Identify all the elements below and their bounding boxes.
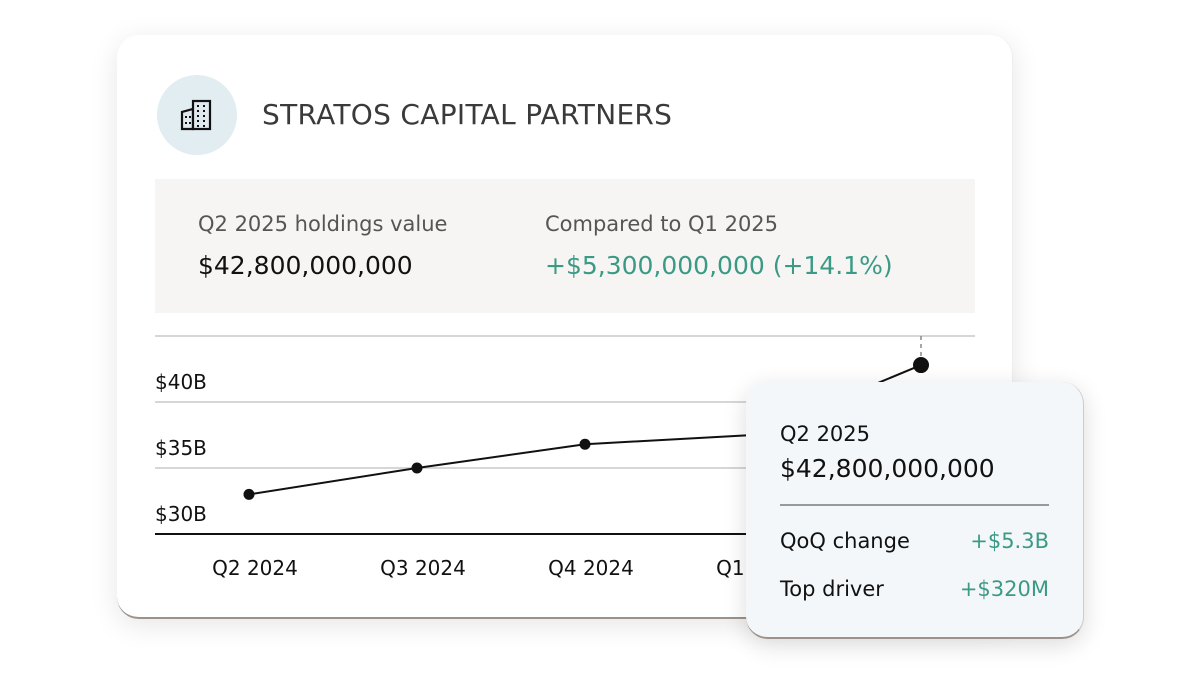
y-tick-label: $30B bbox=[155, 502, 207, 526]
tooltip-value: $42,800,000,000 bbox=[780, 454, 995, 483]
compare-label: Compared to Q1 2025 bbox=[545, 212, 779, 236]
tooltip-divider bbox=[780, 504, 1049, 506]
x-tick-label: Q3 2024 bbox=[380, 556, 466, 580]
holdings-value: $42,800,000,000 bbox=[198, 251, 413, 280]
y-tick-label: $40B bbox=[155, 370, 207, 394]
tooltip-row-value: +$320M bbox=[959, 577, 1049, 601]
holdings-label: Q2 2025 holdings value bbox=[198, 212, 448, 236]
y-tick-label: $35B bbox=[155, 436, 207, 460]
highlighted-data-point bbox=[913, 357, 929, 374]
tooltip-row-top-driver: Top driver +$320M bbox=[780, 577, 1049, 601]
data-point bbox=[579, 438, 591, 450]
x-tick-label: Q4 2024 bbox=[548, 556, 634, 580]
tooltip-row-value: +$5.3B bbox=[970, 529, 1049, 553]
data-point bbox=[411, 462, 423, 474]
tooltip-quarter: Q2 2025 bbox=[780, 422, 871, 446]
tooltip-row-label: QoQ change bbox=[780, 529, 910, 553]
compare-value: +$5,300,000,000 (+14.1%) bbox=[545, 251, 893, 280]
x-tick-label: Q2 2024 bbox=[212, 556, 298, 580]
data-point bbox=[243, 488, 255, 500]
chart-tooltip: Q2 2025 $42,800,000,000 QoQ change +$5.3… bbox=[746, 382, 1084, 639]
company-name: STRATOS CAPITAL PARTNERS bbox=[262, 98, 673, 131]
tooltip-row-label: Top driver bbox=[780, 577, 884, 601]
company-logo bbox=[157, 75, 237, 155]
summary-panel bbox=[155, 179, 975, 313]
building-icon bbox=[180, 99, 212, 131]
tooltip-row-qoq: QoQ change +$5.3B bbox=[780, 529, 1049, 553]
